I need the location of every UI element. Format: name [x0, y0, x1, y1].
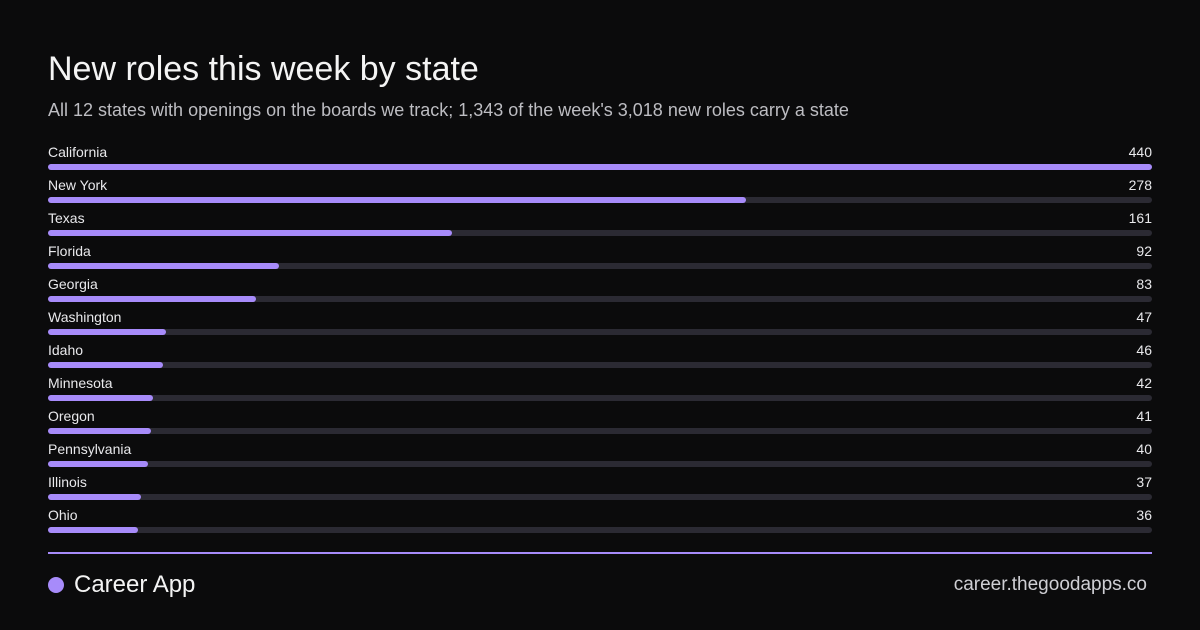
bar-chart: California 440 New York 278 Texas 161 Florida 9… — [48, 144, 1152, 540]
bar-track — [48, 263, 1152, 269]
bar-value-label: 278 — [1128, 177, 1152, 193]
brand-dot-icon — [48, 577, 64, 593]
bar-value-label: 40 — [1136, 441, 1152, 457]
bar-label: Pennsylvania — [48, 441, 132, 457]
bar-label: Ohio — [48, 507, 78, 523]
bar — [48, 296, 257, 302]
bar — [48, 329, 166, 335]
bar-value-label: 83 — [1136, 276, 1152, 292]
bar — [48, 197, 746, 203]
bar — [48, 494, 141, 500]
bar-track — [48, 461, 1152, 467]
bar-row: Minnesota 42 — [48, 375, 1152, 408]
bar-row: Washington 47 — [48, 309, 1152, 342]
bar-value-label: 36 — [1136, 507, 1152, 523]
bar — [48, 362, 164, 368]
site-url[interactable]: career.thegoodapps.co — [953, 574, 1147, 595]
bar-row: Illinois 37 — [48, 474, 1152, 507]
bar-track — [48, 428, 1152, 434]
bar-label: Florida — [48, 243, 91, 259]
bar-label: Texas — [48, 210, 85, 226]
footer-divider — [48, 552, 1152, 554]
bar-label: Illinois — [48, 474, 87, 490]
bar-label: Georgia — [48, 276, 98, 292]
bar-row: Ohio 36 — [48, 507, 1152, 540]
bar-row: Oregon 41 — [48, 408, 1152, 441]
bar-track — [48, 329, 1152, 335]
bar — [48, 428, 151, 434]
bar-track — [48, 395, 1152, 401]
bar-track — [48, 230, 1152, 236]
bar-row: New York 278 — [48, 177, 1152, 210]
brand-name: Career App — [74, 571, 196, 598]
bar-value-label: 37 — [1136, 474, 1152, 490]
bar-row: Georgia 83 — [48, 276, 1152, 309]
bar — [48, 395, 154, 401]
bar-value-label: 41 — [1136, 408, 1152, 424]
bar — [48, 263, 279, 269]
bar-row: Pennsylvania 40 — [48, 441, 1152, 474]
bar-value-label: 47 — [1136, 309, 1152, 325]
brand: Career App — [48, 571, 195, 599]
bar-value-label: 92 — [1136, 243, 1152, 259]
bar-label: Idaho — [48, 342, 84, 358]
bar-track — [48, 296, 1152, 302]
bar — [48, 527, 139, 533]
bar-label: Washington — [48, 309, 122, 325]
bar-value-label: 161 — [1128, 210, 1152, 226]
bar-track — [48, 527, 1152, 533]
chart-subtitle: All 12 states with openings on the board… — [48, 100, 849, 120]
bar-row: Idaho 46 — [48, 342, 1152, 375]
bar — [48, 230, 452, 236]
bar-track — [48, 164, 1152, 170]
chart-title: New roles this week by state — [48, 50, 479, 88]
bar-row: California 440 — [48, 144, 1152, 177]
bar-value-label: 440 — [1128, 144, 1152, 160]
bar — [48, 461, 149, 467]
bar-label: New York — [48, 177, 108, 193]
bar-label: Oregon — [48, 408, 95, 424]
bar-row: Texas 161 — [48, 210, 1152, 243]
bar — [48, 164, 1152, 170]
bar-track — [48, 362, 1152, 368]
bar-label: Minnesota — [48, 375, 113, 391]
bar-track — [48, 494, 1152, 500]
bar-label: California — [48, 144, 108, 160]
bar-track — [48, 197, 1152, 203]
bar-value-label: 46 — [1136, 342, 1152, 358]
bar-row: Florida 92 — [48, 243, 1152, 276]
bar-value-label: 42 — [1136, 375, 1152, 391]
